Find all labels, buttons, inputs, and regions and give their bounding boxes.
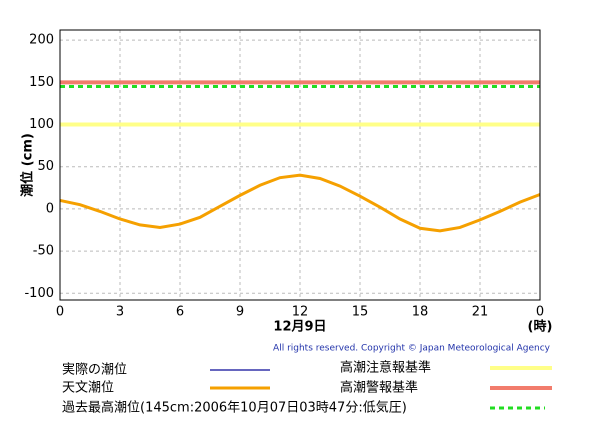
y-axis-label: 潮位 (cm)	[20, 133, 36, 197]
x-tick-label: 15	[352, 305, 369, 320]
legend-label: 高潮注意報基準	[340, 360, 431, 376]
y-tick-label: 200	[29, 33, 54, 48]
series-line	[59, 173, 541, 233]
x-axis-label: 12月9日	[273, 320, 326, 335]
x-tick-label: 3	[116, 305, 124, 320]
legend-label: 実際の潮位	[62, 362, 127, 378]
x-tick-label: 6	[176, 305, 184, 320]
x-tick-label: 21	[472, 305, 489, 320]
x-tick-label: 12	[292, 305, 309, 320]
legend-label: 天文潮位	[62, 381, 114, 396]
x-tick-label: 18	[412, 305, 429, 320]
x-tick-label: 0	[56, 305, 64, 320]
y-tick-label: -50	[33, 244, 54, 259]
x-tick-label: 0	[536, 305, 544, 320]
y-tick-label: 100	[29, 117, 54, 132]
y-tick-label: 50	[37, 159, 54, 174]
copyright: All rights reserved. Copyright © Japan M…	[273, 344, 551, 354]
legend-label: 高潮警報基準	[340, 380, 418, 396]
x-tick-label: 9	[236, 305, 244, 320]
y-tick-label: 0	[46, 201, 54, 216]
plot-frame	[59, 29, 541, 301]
x-unit: (時)	[528, 319, 553, 335]
legend-label: 過去最高潮位(145cm:2006年10月07日03時47分:低気圧)	[62, 400, 407, 416]
y-tick-label: -100	[24, 286, 54, 301]
y-tick-label: 150	[29, 75, 54, 90]
